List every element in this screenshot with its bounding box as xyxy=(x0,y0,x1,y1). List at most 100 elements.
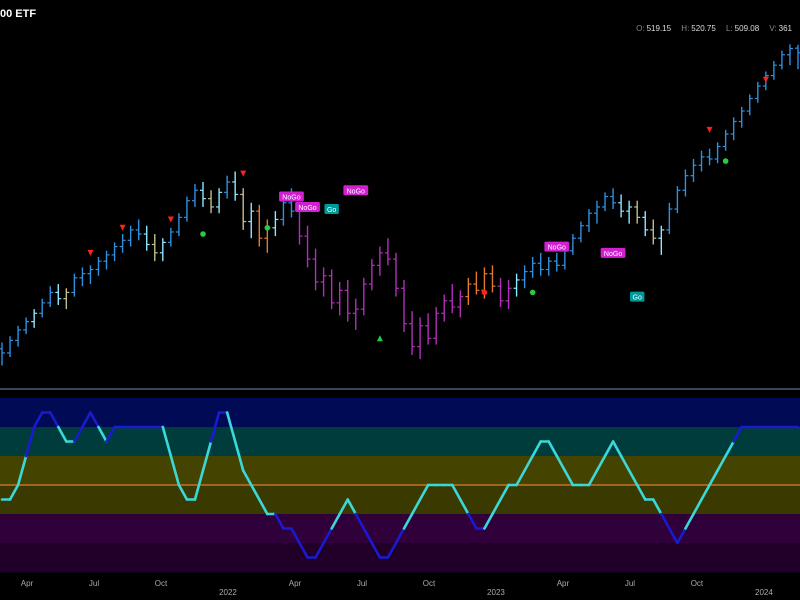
oscillator-segment xyxy=(523,454,534,472)
x-tick-label: Oct xyxy=(423,579,436,588)
oscillator-segment xyxy=(668,527,679,545)
price-bar xyxy=(175,213,182,237)
price-bar xyxy=(103,250,110,270)
price-bar xyxy=(658,225,665,255)
price-bar xyxy=(473,271,480,295)
low-key: L: xyxy=(726,24,733,33)
price-bar xyxy=(256,204,263,247)
oscillator-segment xyxy=(619,454,631,472)
oscillator-segment xyxy=(97,425,108,443)
price-bar xyxy=(602,192,609,212)
oscillator-segment xyxy=(611,440,623,458)
price-bar xyxy=(698,150,705,172)
price-bar xyxy=(55,284,62,305)
price-bar xyxy=(537,252,544,276)
signal-dot xyxy=(529,289,536,296)
price-bar xyxy=(232,171,239,201)
oscillator-segment xyxy=(724,440,735,458)
signal-label: Go xyxy=(629,291,645,302)
oscillator-segment xyxy=(177,483,189,501)
oscillator-segment xyxy=(48,411,60,429)
price-bar xyxy=(730,117,737,141)
oscillator-band-4 xyxy=(0,485,800,515)
signal-triangle-down xyxy=(119,224,126,231)
price-bar xyxy=(465,277,472,305)
price-bar xyxy=(746,94,753,116)
oscillator-band-5 xyxy=(0,514,800,544)
x-tick-label: Oct xyxy=(691,579,704,588)
volume-value: 361 xyxy=(778,24,792,33)
price-bar xyxy=(714,142,721,164)
oscillator-segment xyxy=(459,498,470,516)
oscillator-segment xyxy=(233,440,245,472)
signal-triangle-down xyxy=(87,249,94,256)
price-bar xyxy=(264,219,271,253)
price-bar xyxy=(167,227,174,247)
oscillator-segment xyxy=(330,512,341,530)
oscillator-segment xyxy=(563,469,575,487)
open-value: 519.15 xyxy=(646,24,672,33)
price-bar xyxy=(778,50,785,70)
price-bar xyxy=(513,273,520,297)
oscillator-segment xyxy=(491,498,502,516)
price-bar xyxy=(87,265,94,285)
price-bar xyxy=(344,279,351,322)
price-bar xyxy=(489,265,496,293)
signal-triangle-down xyxy=(167,216,174,223)
price-bar xyxy=(79,267,86,287)
oscillator-segment xyxy=(684,512,695,530)
price-bar xyxy=(143,225,150,251)
price-bar xyxy=(618,194,625,218)
price-bar xyxy=(706,148,713,166)
price-bar xyxy=(786,44,793,66)
svg-text:Go: Go xyxy=(327,207,336,214)
price-bar xyxy=(304,225,311,268)
oscillator-band-1 xyxy=(0,398,800,428)
x-tick-label: 2024 xyxy=(755,588,773,597)
price-bar xyxy=(593,200,600,224)
price-bar xyxy=(634,200,641,224)
price-bar xyxy=(320,267,327,297)
oscillator-segment xyxy=(346,498,358,516)
oscillator-segment xyxy=(708,469,719,487)
price-bar xyxy=(738,106,745,128)
svg-text:NoGo: NoGo xyxy=(548,245,566,252)
signal-dot xyxy=(481,289,488,296)
signal-dot xyxy=(200,231,206,237)
price-bar xyxy=(392,252,399,297)
x-tick-label: Oct xyxy=(155,579,168,588)
oscillator-segment xyxy=(370,541,382,559)
low-value: 509.08 xyxy=(734,24,760,33)
price-bar xyxy=(409,311,416,355)
price-bar xyxy=(417,317,424,360)
price-bar xyxy=(690,159,697,182)
oscillator-segment xyxy=(24,425,36,458)
signal-label: NoGo xyxy=(295,201,320,212)
oscillator-segment xyxy=(105,425,116,443)
high-value: 520.75 xyxy=(691,24,716,33)
oscillator-segment xyxy=(201,440,213,472)
oscillator-segment xyxy=(225,411,237,443)
price-bar xyxy=(135,219,142,241)
signal-dot xyxy=(722,158,729,164)
price-bar xyxy=(610,188,617,210)
volume-key: V: xyxy=(769,24,777,33)
price-bar xyxy=(248,202,255,239)
oscillator-segment xyxy=(732,425,744,443)
signal-triangle-up xyxy=(376,335,383,342)
oscillator-segment xyxy=(169,454,181,487)
price-bar xyxy=(650,219,657,245)
oscillator-segment xyxy=(249,483,261,501)
price-bar xyxy=(159,238,166,262)
oscillator-segment xyxy=(418,483,430,501)
oscillator-segment xyxy=(716,454,727,472)
oscillator-segment xyxy=(627,469,639,487)
svg-text:NoGo: NoGo xyxy=(604,251,622,258)
price-bar xyxy=(328,269,335,310)
oscillator-segment xyxy=(402,512,414,530)
x-tick-label: Apr xyxy=(289,579,302,588)
oscillator-segment xyxy=(8,483,20,501)
oscillator-segment xyxy=(467,512,478,530)
